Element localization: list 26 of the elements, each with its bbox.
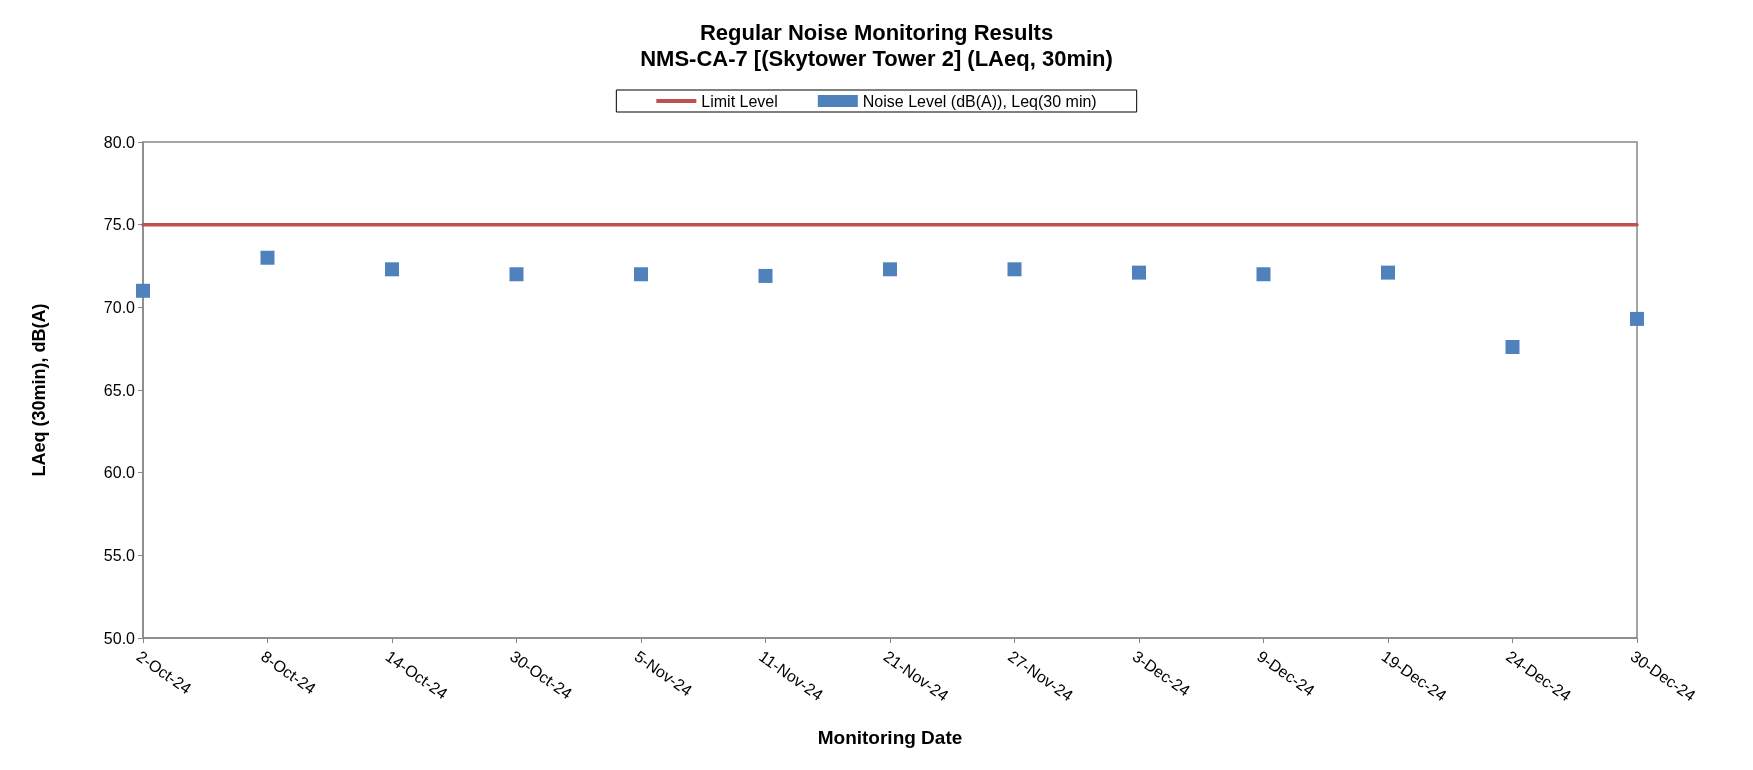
point bbox=[509, 267, 524, 282]
point bbox=[1132, 265, 1146, 280]
point bbox=[1007, 262, 1022, 277]
chart-title: Regular Noise Monitoring Results bbox=[699, 19, 1054, 45]
point bbox=[1505, 340, 1520, 355]
point bbox=[883, 262, 897, 277]
x-axis-title: Monitoring Date bbox=[817, 727, 963, 748]
y-tick-label: 75.0 bbox=[103, 216, 136, 234]
y-tick-label: 55.0 bbox=[103, 546, 136, 564]
y-tick-label: 70.0 bbox=[103, 298, 136, 316]
y-tick-label: 50.0 bbox=[103, 629, 136, 647]
y-tick-label: 65.0 bbox=[103, 381, 136, 399]
point bbox=[1630, 311, 1644, 326]
chart-subtitle: NMS-CA-7 [(Skytower Tower 2] (LAeq, 30min) bbox=[640, 45, 1113, 71]
point bbox=[634, 267, 648, 282]
point bbox=[260, 250, 275, 265]
y-tick-label: 80.0 bbox=[103, 133, 136, 151]
point bbox=[758, 268, 773, 283]
legend-label: Noise Level (dB(A)), Leq(30 min) bbox=[862, 92, 1097, 110]
point bbox=[385, 262, 399, 277]
y-axis-title: LAeq (30min), dB(A) bbox=[29, 303, 49, 477]
y-tick-label: 60.0 bbox=[103, 464, 136, 482]
legend-label: Limit Level bbox=[701, 92, 778, 110]
point bbox=[1256, 267, 1271, 282]
point bbox=[1381, 265, 1395, 280]
point bbox=[136, 283, 150, 298]
